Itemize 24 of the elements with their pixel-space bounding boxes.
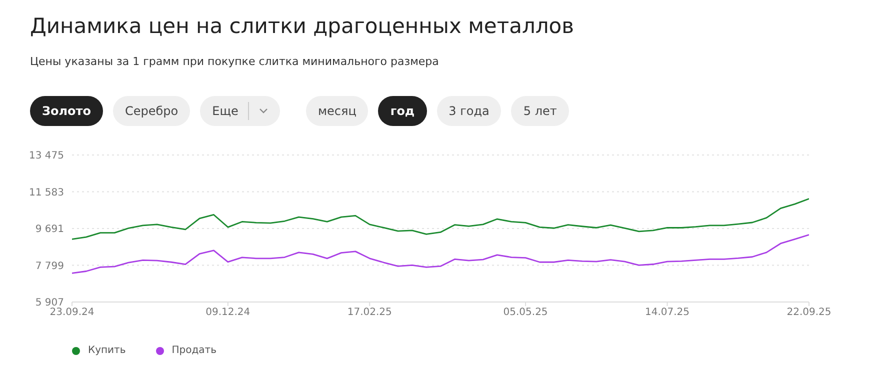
x-tick-label: 14.07.25 [645,307,690,318]
line-series [72,234,809,274]
legend-label: Купить [88,345,126,356]
y-tick-label: 7 799 [35,260,64,272]
x-tick-label: 22.09.25 [786,307,832,318]
chart-title: Динамика цен на слитки драгоценных металлов [30,14,574,38]
line-series [72,198,809,240]
chart-subtitle: Цены указаны за 1 грамм при покупке слитка минимального размера [30,55,439,68]
text: месяц [318,104,356,118]
y-tick-label: 9 691 [35,224,64,236]
y-tick-label: 11 583 [29,187,64,198]
y-tick-label: 13 475 [29,150,64,162]
text: 3 года [448,104,490,118]
y-tick-label: 5 907 [35,298,64,309]
x-tick-label: 23.09.24 [50,307,94,318]
text: Серебро [125,104,178,118]
text: Золото [42,104,92,118]
x-tick-label: 05.05.25 [503,307,548,318]
x-tick-label: 09.12.24 [206,307,250,318]
text: Еще [212,104,238,118]
text: 5 лет [523,104,557,118]
text: год [390,104,415,118]
legend-label: Продать [172,345,217,356]
x-tick-label: 17.02.25 [347,307,392,318]
